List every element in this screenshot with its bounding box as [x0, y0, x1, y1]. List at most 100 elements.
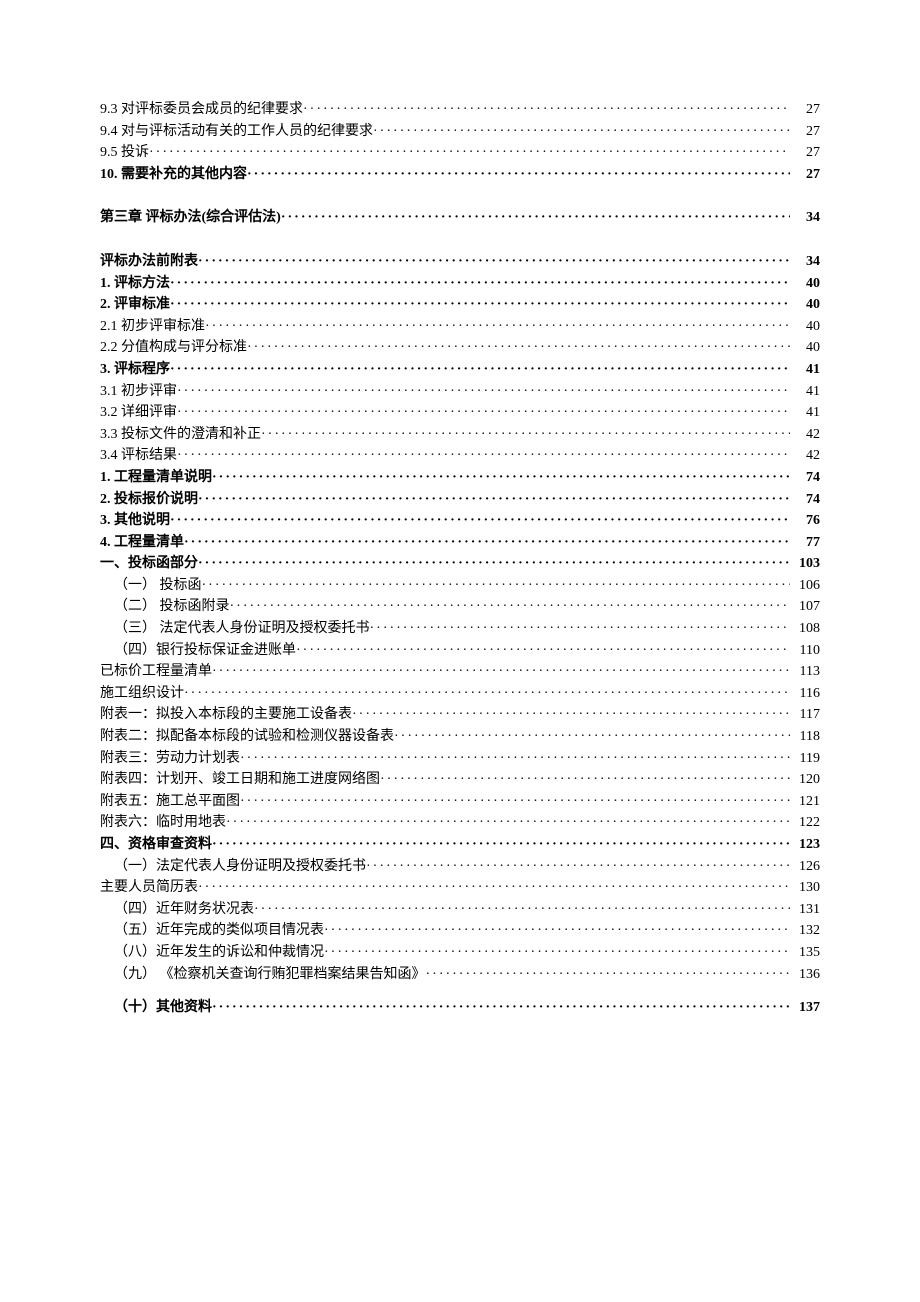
toc-dots: ········································…	[198, 252, 790, 272]
toc-dots: ········································…	[177, 382, 790, 402]
toc-entry: 3.3 投标文件的澄清和补正··························…	[100, 425, 820, 445]
toc-entry: 10. 需要补充的其他内容···························…	[100, 165, 820, 185]
toc-entry: （四）近年财务状况表······························…	[100, 900, 820, 920]
toc-label: 10. 需要补充的其他内容	[100, 165, 247, 185]
toc-entry: 1. 评标方法·································…	[100, 274, 820, 294]
toc-label: 第三章 评标办法(综合评估法)	[100, 208, 281, 228]
toc-entry: 1. 工程量清单说明······························…	[100, 468, 820, 488]
toc-label: 附表三：劳动力计划表	[100, 749, 240, 769]
toc-entry: （九） 《检察机关查询行贿犯罪档案结果告知函》·················…	[100, 965, 820, 985]
toc-page-number: 107	[790, 597, 820, 617]
toc-page-number: 27	[790, 165, 820, 185]
toc-label: 施工组织设计	[100, 684, 184, 704]
toc-dots: ········································…	[212, 468, 790, 488]
toc-page-number: 41	[790, 360, 820, 380]
toc-entry: 3. 评标程序·································…	[100, 360, 820, 380]
toc-label: （二） 投标函附录	[100, 597, 230, 617]
toc-page-number: 108	[790, 619, 820, 639]
toc-dots: ········································…	[202, 576, 791, 596]
toc-entry: （二） 投标函附录·······························…	[100, 597, 820, 617]
toc-label: 3.2 详细评审	[100, 403, 177, 423]
toc-dots: ········································…	[380, 770, 790, 790]
toc-entry: 第三章 评标办法(综合评估法)·························…	[100, 208, 820, 228]
toc-dots: ········································…	[170, 295, 790, 315]
toc-dots: ········································…	[247, 165, 790, 185]
toc-page-number: 27	[790, 122, 820, 142]
toc-page-number: 122	[790, 813, 820, 833]
toc-dots: ········································…	[198, 490, 790, 510]
toc-label: 1. 评标方法	[100, 274, 170, 294]
toc-dots: ········································…	[370, 619, 791, 639]
toc-dots: ········································…	[177, 403, 790, 423]
toc-label: 2. 投标报价说明	[100, 490, 198, 510]
toc-label: 3.3 投标文件的澄清和补正	[100, 425, 261, 445]
toc-dots: ········································…	[352, 705, 790, 725]
toc-entry: 2. 评审标准·································…	[100, 295, 820, 315]
toc-dots: ········································…	[212, 998, 790, 1018]
toc-page-number: 116	[790, 684, 820, 704]
toc-dots: ········································…	[226, 813, 790, 833]
toc-dots: ········································…	[240, 792, 790, 812]
toc-entry: 施工组织设计··································…	[100, 684, 820, 704]
toc-dots: ········································…	[247, 338, 790, 358]
toc-page-number: 132	[790, 921, 820, 941]
toc-page-number: 137	[790, 998, 820, 1018]
toc-page-number: 42	[790, 425, 820, 445]
toc-page-number: 106	[790, 576, 820, 596]
toc-label: 一、投标函部分	[100, 554, 198, 574]
toc-entry: 附表五：施工总平面图······························…	[100, 792, 820, 812]
toc-label: （八）近年发生的诉讼和仲裁情况	[100, 943, 324, 963]
toc-entry: 9.4 对与评标活动有关的工作人员的纪律要求··················…	[100, 122, 820, 142]
toc-dots: ········································…	[184, 533, 790, 553]
toc-page-number: 130	[790, 878, 820, 898]
toc-page-number: 40	[790, 338, 820, 358]
toc-dots: ········································…	[198, 554, 790, 574]
toc-label: （一） 投标函	[100, 576, 202, 596]
toc-page-number: 41	[790, 403, 820, 423]
toc-label: 附表六：临时用地表	[100, 813, 226, 833]
toc-entry: 主要人员简历表·································…	[100, 878, 820, 898]
toc-dots: ········································…	[296, 641, 790, 661]
toc-entry: 附表四：计划开、竣工日期和施工进度网络图····················…	[100, 770, 820, 790]
toc-dots: ········································…	[212, 835, 790, 855]
toc-entry: 3.4 评标结果································…	[100, 446, 820, 466]
toc-label: （一）法定代表人身份证明及授权委托书	[100, 857, 366, 877]
toc-entry: 已标价工程量清单································…	[100, 662, 820, 682]
toc-dots: ········································…	[281, 208, 790, 228]
toc-page-number: 27	[790, 100, 820, 120]
toc-dots: ········································…	[149, 143, 790, 163]
toc-label: 评标办法前附表	[100, 252, 198, 272]
toc-entry: 3.2 详细评审································…	[100, 403, 820, 423]
toc-page-number: 118	[790, 727, 820, 747]
toc-page-number: 34	[790, 252, 820, 272]
toc-entry: 9.3 对评标委员会成员的纪律要求·······················…	[100, 100, 820, 120]
toc-entry: 附表一：拟投入本标段的主要施工设备表······················…	[100, 705, 820, 725]
toc-page-number: 123	[790, 835, 820, 855]
toc-entry: 3. 其他说明·································…	[100, 511, 820, 531]
toc-entry: （八）近年发生的诉讼和仲裁情况·························…	[100, 943, 820, 963]
toc-entry: 评标办法前附表·································…	[100, 252, 820, 272]
toc-entry: 一、投标函部分·································…	[100, 554, 820, 574]
toc-entry: 附表三：劳动力计划表······························…	[100, 749, 820, 769]
toc-dots: ········································…	[254, 900, 790, 920]
toc-page-number: 41	[790, 382, 820, 402]
toc-entry: 2.1 初步评审标准······························…	[100, 317, 820, 337]
toc-entry: 附表六：临时用地表·······························…	[100, 813, 820, 833]
toc-dots: ········································…	[240, 749, 790, 769]
toc-page-number: 131	[790, 900, 820, 920]
toc-dots: ········································…	[198, 878, 790, 898]
toc-entry: 附表二：拟配备本标段的试验和检测仪器设备表···················…	[100, 727, 820, 747]
toc-page-number: 110	[790, 641, 820, 661]
toc-dots: ········································…	[324, 943, 790, 963]
toc-label: 2.1 初步评审标准	[100, 317, 205, 337]
toc-entry: 四、资格审查资料································…	[100, 835, 820, 855]
toc-entry: （三） 法定代表人身份证明及授权委托书·····················…	[100, 619, 820, 639]
toc-label: 3.4 评标结果	[100, 446, 177, 466]
toc-label: 2.2 分值构成与评分标准	[100, 338, 247, 358]
toc-dots: ········································…	[170, 360, 790, 380]
toc-entry: （十）其他资料·································…	[100, 998, 820, 1018]
toc-label: 1. 工程量清单说明	[100, 468, 212, 488]
toc-dots: ········································…	[373, 122, 790, 142]
toc-dots: ········································…	[184, 684, 790, 704]
toc-dots: ········································…	[170, 511, 790, 531]
